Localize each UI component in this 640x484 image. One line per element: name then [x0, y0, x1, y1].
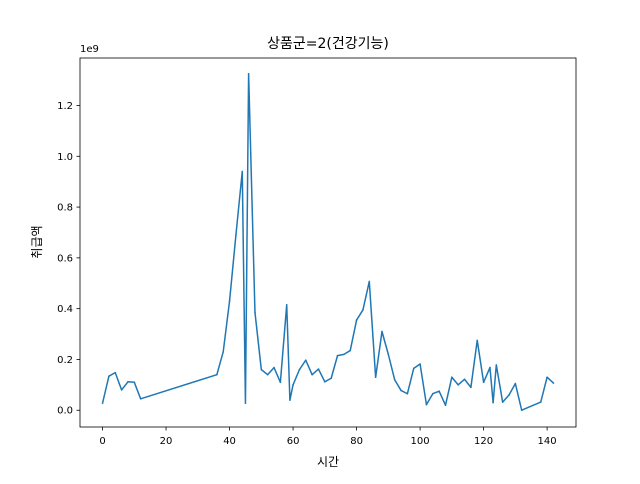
y-tick-label: 1.0 [57, 152, 73, 163]
y-tick-label: 0.2 [57, 355, 73, 366]
x-tick-label: 60 [287, 436, 300, 447]
data-point [108, 375, 110, 378]
x-axis-label: 시간 [317, 455, 339, 469]
data-point [476, 339, 479, 342]
data-point [317, 368, 320, 370]
data-point [412, 367, 415, 370]
data-point [114, 371, 117, 374]
data-point [355, 319, 358, 321]
data-point [463, 378, 466, 381]
data-point [514, 382, 517, 385]
data-point [451, 376, 453, 379]
data-point [298, 368, 301, 371]
data-point [457, 384, 459, 386]
data-point [330, 377, 332, 380]
y-tick-label: 0.0 [57, 406, 73, 417]
data-point [406, 392, 409, 395]
y-axis-ticks: 0.0 0.2 0.4 0.6 0.8 1.0 1.2 [57, 101, 80, 417]
data-point [127, 381, 129, 383]
data-point [520, 409, 523, 412]
data-point [400, 389, 402, 392]
data-point [482, 381, 485, 384]
data-points [101, 72, 555, 412]
data-point [387, 353, 390, 356]
data-point [374, 376, 377, 379]
data-point [235, 234, 237, 236]
series-line [101, 73, 554, 411]
y-tick-label: 0.8 [57, 203, 73, 214]
y-tick-label: 0.6 [57, 253, 73, 264]
data-point [492, 401, 494, 404]
data-point [228, 300, 231, 302]
data-point [336, 354, 339, 357]
data-point [431, 392, 434, 395]
data-point [241, 170, 244, 173]
data-point [501, 401, 504, 403]
data-point [508, 394, 510, 396]
data-point [381, 330, 383, 333]
y-tick-label: 0.4 [57, 304, 73, 315]
data-point [311, 373, 313, 376]
data-point [368, 280, 371, 283]
data-point [120, 389, 123, 391]
data-point [273, 366, 275, 369]
y-axis-label: 취급액 [30, 225, 44, 258]
data-point [425, 403, 428, 406]
x-tick-label: 0 [99, 436, 105, 447]
data-point [133, 381, 136, 384]
data-point [244, 402, 247, 404]
x-tick-label: 140 [538, 436, 557, 447]
data-point [222, 351, 225, 353]
data-point [362, 309, 364, 311]
x-tick-label: 40 [223, 436, 236, 447]
data-point [444, 404, 447, 406]
data-point [216, 373, 218, 376]
x-axis-ticks: 0 20 40 60 80 100 120 140 [99, 427, 557, 447]
data-point [539, 401, 542, 403]
data-point [304, 359, 307, 362]
data-point [546, 376, 548, 379]
data-point [139, 398, 142, 400]
data-point [343, 353, 345, 356]
data-point [292, 384, 294, 386]
x-tick-label: 80 [350, 436, 363, 447]
y-tick-label: 1.2 [57, 101, 73, 112]
data-point [266, 373, 269, 376]
data-point [101, 402, 104, 404]
data-point [285, 304, 288, 306]
y-offset-label: 1e9 [80, 44, 99, 55]
data-point [289, 399, 291, 401]
x-tick-label: 100 [411, 436, 430, 447]
data-point [470, 386, 472, 389]
data-point [419, 363, 421, 365]
plot-area-frame [79, 57, 577, 428]
data-point [489, 366, 491, 369]
data-point [247, 72, 250, 75]
data-point [438, 390, 440, 392]
data-point [393, 378, 396, 381]
data-point [279, 381, 282, 384]
x-tick-label: 120 [474, 436, 493, 447]
data-point [349, 349, 352, 352]
data-point [324, 381, 326, 383]
data-point [552, 382, 555, 384]
data-point [254, 311, 256, 314]
data-point [260, 368, 263, 371]
data-point [495, 364, 498, 366]
x-tick-label: 20 [160, 436, 173, 447]
chart-title: 상품군=2(건강기능) [267, 36, 389, 52]
